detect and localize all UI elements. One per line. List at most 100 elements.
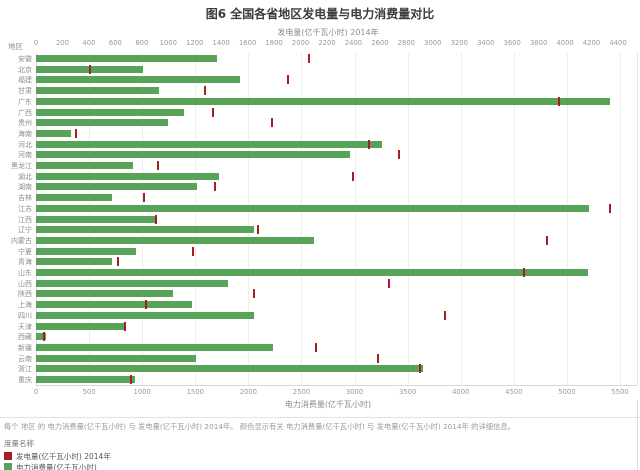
category-label: 四川	[18, 311, 32, 320]
generation-tick[interactable]	[74, 128, 77, 138]
top-axis-title: 发电量(亿千瓦小时) 2014年	[277, 28, 379, 37]
generation-tick[interactable]	[192, 246, 195, 256]
consumption-bar[interactable]	[36, 279, 229, 287]
consumption-bar[interactable]	[36, 76, 240, 84]
consumption-bar[interactable]	[36, 290, 173, 298]
consumption-bar[interactable]	[36, 365, 423, 373]
consumption-bar[interactable]	[36, 269, 589, 276]
legend-item-generation[interactable]: 发电量(亿千瓦小时) 2014年	[4, 451, 111, 461]
consumption-bar[interactable]	[36, 343, 273, 351]
consumption-bar[interactable]	[36, 354, 196, 362]
category-label: 福建	[18, 76, 32, 85]
generation-tick[interactable]	[444, 310, 447, 320]
consumption-bar[interactable]	[36, 226, 255, 234]
consumption-bar[interactable]	[36, 194, 113, 202]
gridline	[407, 53, 409, 385]
generation-tick[interactable]	[257, 225, 260, 235]
chart-row: 北京	[0, 64, 640, 75]
legend-item-consumption[interactable]: 电力消费量(亿千瓦小时)	[4, 462, 111, 470]
consumption-bar[interactable]	[36, 140, 382, 148]
category-label: 青海	[18, 258, 32, 267]
consumption-bar[interactable]	[36, 322, 125, 330]
chart-row: 云南	[0, 353, 640, 364]
generation-tick[interactable]	[398, 150, 401, 160]
consumption-bar[interactable]	[36, 55, 218, 62]
chart-row: 江西	[0, 214, 640, 225]
top-axis-tick-label: 4000	[556, 39, 574, 47]
bottom-axis-tick-label: 0	[33, 388, 39, 396]
chart-row: 宁夏	[0, 246, 640, 257]
generation-tick[interactable]	[42, 332, 45, 342]
consumption-bar[interactable]	[36, 311, 255, 319]
consumption-bar[interactable]	[36, 301, 192, 309]
generation-tick[interactable]	[523, 268, 526, 277]
consumption-bar[interactable]	[36, 108, 185, 116]
consumption-bar[interactable]	[36, 162, 134, 169]
consumption-bar[interactable]	[36, 172, 220, 180]
bottom-axis-tick-label: 2500	[292, 388, 311, 396]
generation-tick[interactable]	[253, 289, 256, 299]
generation-tick[interactable]	[609, 203, 612, 213]
chart-row: 浙江	[0, 363, 640, 374]
bottom-axis-tick-label: 5500	[611, 388, 629, 396]
consumption-bar[interactable]	[36, 129, 72, 137]
chart-row: 广西	[0, 107, 640, 118]
generation-tick[interactable]	[130, 375, 133, 384]
consumption-bar[interactable]	[36, 258, 113, 266]
category-label: 广西	[18, 108, 32, 117]
generation-tick[interactable]	[558, 96, 561, 106]
consumption-bar[interactable]	[36, 247, 136, 255]
generation-tick[interactable]	[144, 300, 147, 310]
top-axis-tick-label: 600	[108, 39, 122, 47]
generation-tick[interactable]	[117, 257, 119, 267]
top-axis-tick-label: 2200	[318, 39, 336, 47]
generation-tick[interactable]	[204, 86, 207, 96]
chart-row: 黑龙江	[0, 160, 640, 171]
category-label: 西藏	[18, 333, 32, 342]
category-label: 江西	[18, 215, 32, 224]
generation-tick[interactable]	[376, 353, 379, 363]
consumption-bar[interactable]	[36, 215, 156, 223]
generation-tick[interactable]	[123, 321, 126, 331]
gridline	[566, 53, 568, 385]
generation-swatch-icon	[4, 452, 12, 460]
category-label: 吉林	[18, 194, 32, 203]
consumption-bar[interactable]	[36, 119, 169, 127]
category-label: 贵州	[18, 119, 32, 128]
category-label: 广东	[18, 97, 32, 106]
generation-tick[interactable]	[157, 161, 160, 170]
generation-tick[interactable]	[212, 107, 215, 117]
chart-title: 图6 全国各省地区发电量与电力消费量对比	[205, 7, 435, 21]
generation-tick[interactable]	[143, 193, 146, 203]
generation-tick[interactable]	[89, 64, 92, 74]
generation-tick[interactable]	[286, 75, 289, 85]
top-axis-tick-label: 1400	[212, 39, 230, 47]
generation-tick[interactable]	[213, 182, 216, 192]
consumption-bar[interactable]	[36, 376, 135, 383]
consumption-bar[interactable]	[36, 151, 350, 159]
generation-tick[interactable]	[155, 214, 158, 224]
consumption-bar[interactable]	[36, 97, 610, 105]
generation-tick[interactable]	[368, 139, 371, 149]
gridline	[460, 53, 462, 385]
consumption-bar[interactable]	[36, 236, 315, 244]
generation-tick[interactable]	[545, 235, 548, 245]
consumption-swatch-icon	[4, 463, 12, 470]
chart-row: 广东	[0, 96, 640, 107]
consumption-bar[interactable]	[36, 183, 197, 191]
category-label: 河北	[18, 140, 32, 149]
bottom-axis-tick-label: 1000	[133, 388, 151, 396]
bottom-axis-title: 电力消费量(亿千瓦小时)	[284, 400, 372, 409]
generation-tick[interactable]	[387, 278, 390, 288]
consumption-bar[interactable]	[36, 204, 590, 212]
consumption-bar[interactable]	[36, 333, 47, 341]
top-axis-tick-label: 200	[55, 39, 69, 47]
generation-tick[interactable]	[271, 118, 274, 128]
category-label: 内蒙古	[11, 236, 32, 245]
region-axis-title: 地区	[8, 42, 23, 51]
generation-tick[interactable]	[352, 171, 355, 181]
generation-tick[interactable]	[308, 54, 311, 63]
generation-tick[interactable]	[419, 364, 422, 374]
generation-tick[interactable]	[315, 342, 318, 352]
consumption-bar[interactable]	[36, 87, 160, 95]
